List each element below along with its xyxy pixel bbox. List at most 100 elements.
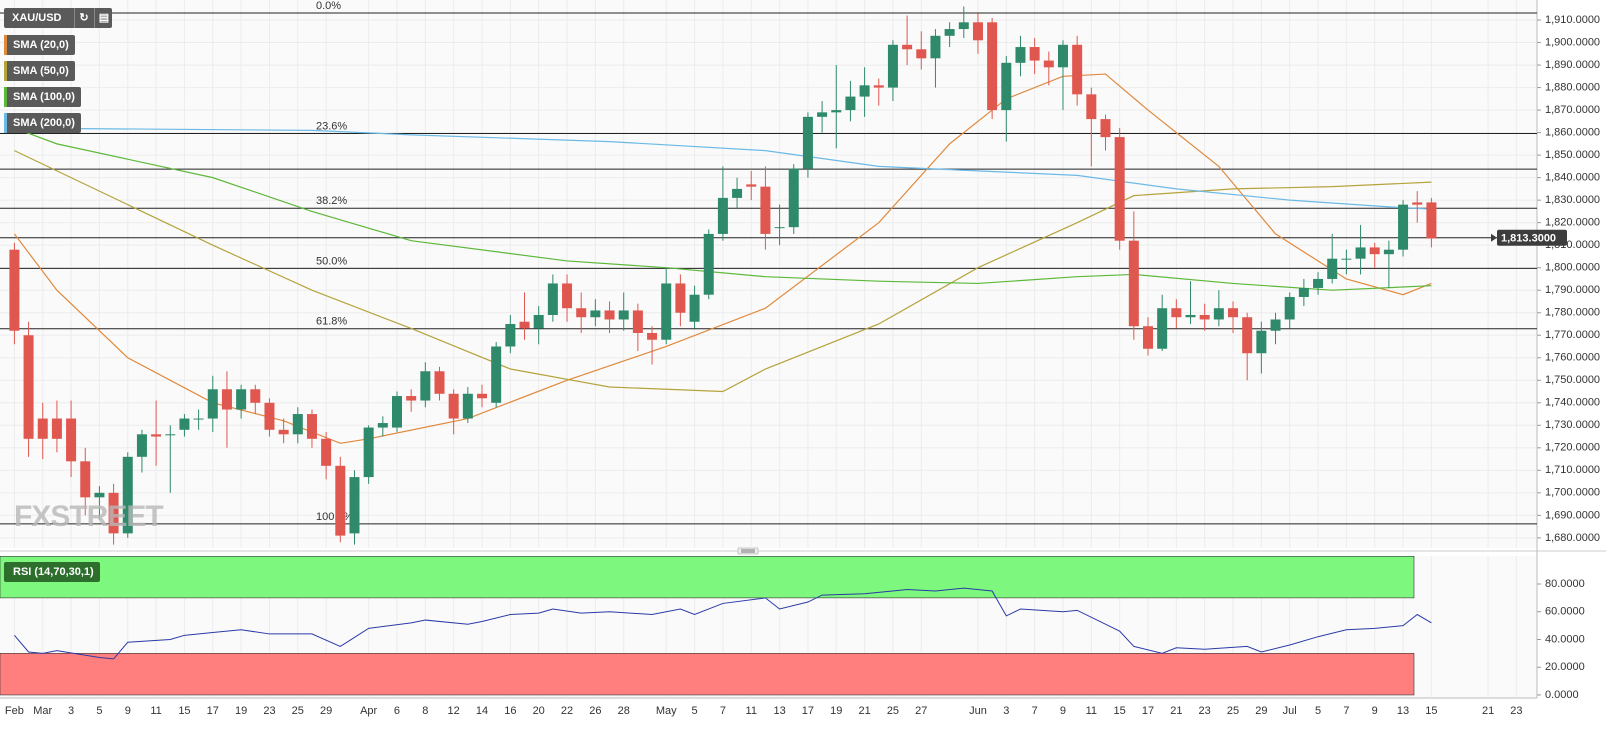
- candle-body: [831, 110, 842, 113]
- x-tick-label: 19: [830, 705, 842, 717]
- legend-label: SMA (200,0): [13, 117, 75, 129]
- candle-body: [37, 418, 48, 439]
- candle-body: [987, 22, 998, 111]
- candle-body: [732, 188, 743, 198]
- y-tick-label: 1,820.0000: [1545, 217, 1600, 229]
- y-tick-label: 1,790.0000: [1545, 284, 1600, 296]
- candle-body: [1213, 308, 1224, 320]
- x-tick-label: 8: [422, 705, 428, 717]
- candle-body: [1398, 204, 1409, 250]
- candle-body: [1128, 240, 1139, 327]
- x-tick-label: Apr: [360, 705, 377, 717]
- legend-swatch: [4, 35, 7, 55]
- candle-body: [1412, 202, 1423, 205]
- candle-body: [321, 438, 332, 466]
- candle-body: [1057, 44, 1068, 68]
- fib-label: 23.6%: [316, 120, 347, 132]
- candle-body: [661, 283, 672, 340]
- y-tick-label: 1,710.0000: [1545, 464, 1600, 476]
- candle-body: [618, 310, 629, 320]
- x-tick-label: 13: [773, 705, 785, 717]
- candle-body: [703, 233, 714, 295]
- x-tick-label: Feb: [5, 705, 24, 717]
- candle-body: [23, 335, 34, 439]
- x-tick-label: 20: [533, 705, 545, 717]
- refresh-button[interactable]: ↻: [74, 8, 93, 28]
- legend-entry[interactable]: SMA (200,0): [4, 113, 81, 133]
- candle-body: [519, 321, 530, 329]
- candle-body: [1029, 47, 1040, 61]
- x-tick-label: 16: [504, 705, 516, 717]
- x-tick-label: Jul: [1283, 705, 1297, 717]
- x-tick-label: 25: [1227, 705, 1239, 717]
- x-tick-label: 22: [561, 705, 573, 717]
- x-tick-label: 15: [1425, 705, 1437, 717]
- legend-entry[interactable]: SMA (20,0): [4, 35, 75, 55]
- candle-body: [788, 168, 799, 228]
- x-tick-label: 25: [292, 705, 304, 717]
- legend-entry[interactable]: SMA (50,0): [4, 61, 75, 81]
- legend-entry[interactable]: SMA (100,0): [4, 87, 81, 107]
- candle-body: [1086, 94, 1097, 120]
- x-tick-label: 14: [476, 705, 488, 717]
- y-tick-label: 60.0000: [1545, 606, 1585, 618]
- rsi-title: RSI (14,70,30,1): [13, 566, 94, 578]
- x-tick-label: May: [656, 705, 677, 717]
- candle-body: [1369, 247, 1380, 255]
- x-tick-label: 28: [618, 705, 630, 717]
- watermark: FXSTREET: [14, 500, 164, 533]
- y-tick-label: 0.0000: [1545, 689, 1579, 701]
- candle-body: [1298, 287, 1309, 297]
- candle-body: [292, 414, 303, 435]
- x-tick-label: 21: [1170, 705, 1182, 717]
- candle-body: [165, 434, 176, 436]
- calendar-button[interactable]: ▤: [94, 8, 113, 28]
- candle-body: [491, 346, 502, 403]
- legend-swatch: [4, 87, 7, 107]
- last-price-pointer: [1491, 233, 1497, 242]
- candle-body: [122, 456, 133, 534]
- candle-body: [930, 35, 941, 59]
- fib-label: 38.2%: [316, 195, 347, 207]
- x-tick-label: 11: [150, 705, 161, 717]
- x-tick-label: 17: [1142, 705, 1154, 717]
- y-tick-label: 1,840.0000: [1545, 172, 1600, 184]
- candle-body: [675, 283, 686, 313]
- rsi-band: [0, 555, 1415, 599]
- y-tick-label: 20.0000: [1545, 661, 1585, 673]
- candle-body: [916, 49, 927, 59]
- candle-body: [406, 396, 417, 401]
- y-tick-label: 1,860.0000: [1545, 127, 1600, 139]
- candle-body: [207, 389, 218, 419]
- resize-handle[interactable]: [737, 547, 759, 555]
- x-tick-label: 15: [1114, 705, 1126, 717]
- candle-body: [1043, 60, 1054, 68]
- candle-body: [1100, 119, 1111, 138]
- candle-body: [972, 22, 983, 41]
- candle-body: [647, 332, 658, 340]
- candle-body: [1270, 319, 1281, 331]
- legend-label: SMA (20,0): [13, 39, 69, 51]
- candle-body: [873, 85, 884, 88]
- candle-body: [1284, 296, 1295, 320]
- y-tick-label: 1,730.0000: [1545, 419, 1600, 431]
- candle-body: [845, 96, 856, 111]
- rsi-line: [14, 587, 1432, 660]
- candle-body: [1426, 202, 1437, 239]
- candle-body: [887, 44, 898, 88]
- candle-body: [278, 429, 289, 435]
- candle-body: [1383, 249, 1394, 255]
- candle-body: [902, 44, 913, 50]
- x-tick-label: 9: [1372, 705, 1378, 717]
- candle-body: [576, 308, 587, 318]
- x-tick-label: 23: [1510, 705, 1522, 717]
- y-tick-label: 40.0000: [1545, 633, 1585, 645]
- candle-body: [604, 310, 615, 320]
- x-tick-label: 7: [1343, 705, 1349, 717]
- x-tick-label: 27: [915, 705, 927, 717]
- x-tick-label: 11: [1086, 705, 1097, 717]
- x-tick-label: 11: [746, 705, 757, 717]
- candle-body: [80, 461, 91, 498]
